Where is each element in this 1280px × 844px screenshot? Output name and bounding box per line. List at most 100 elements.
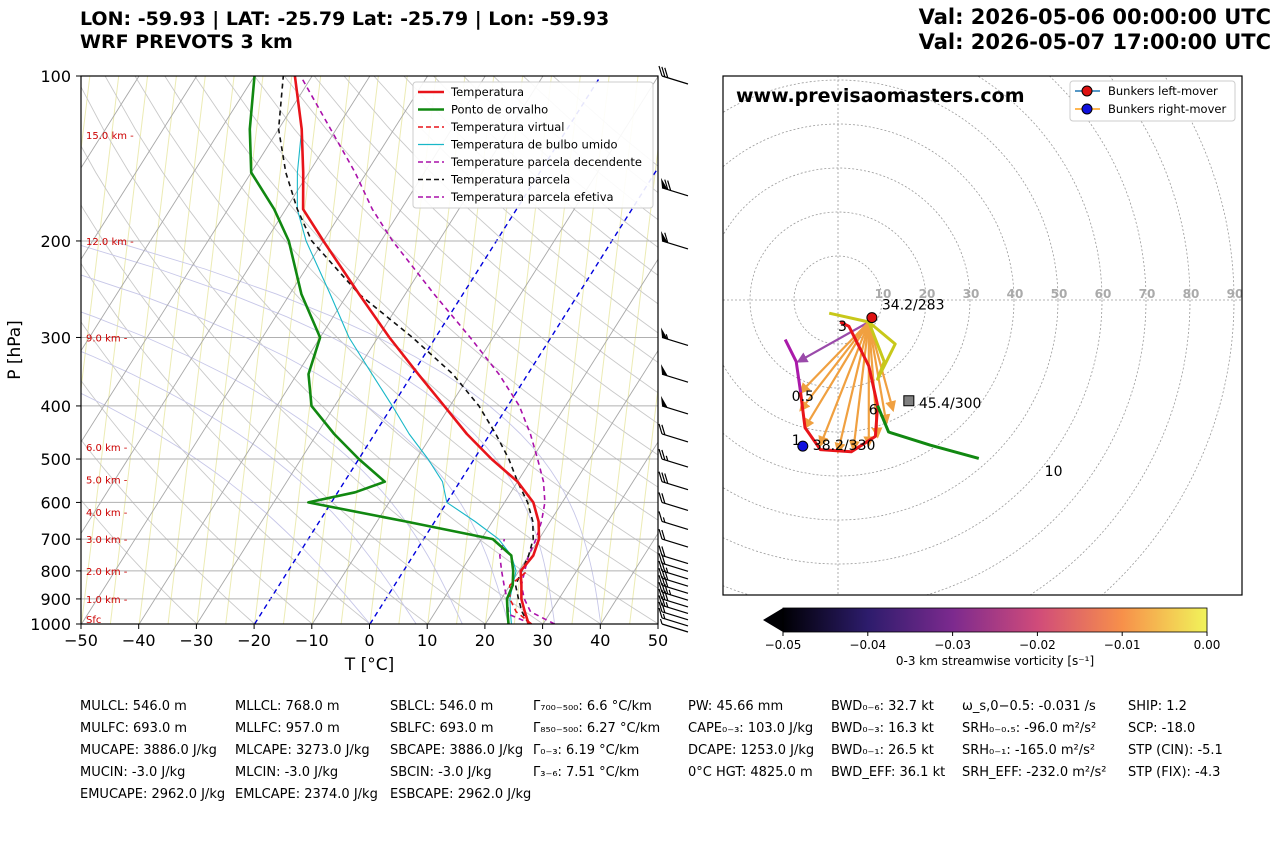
wind-barb — [658, 65, 689, 85]
wind-barb — [661, 327, 689, 347]
highlight-isotherm-line — [369, 166, 658, 624]
wind-barb — [658, 423, 689, 443]
isotherm-line — [485, 349, 658, 624]
height-label: 12.0 km - — [86, 237, 134, 248]
background-guide-line — [81, 76, 149, 624]
hodo-legend: Bunkers left-mover Bunkers right-mover — [1069, 80, 1236, 122]
wind-barb-flag — [661, 395, 668, 408]
speed-ring — [749, 211, 927, 389]
wind-barb-full — [664, 179, 669, 190]
y-tick-label: 900 — [40, 590, 71, 609]
wind-barb — [661, 177, 689, 197]
index-value: MLCAPE: 3273.0 J/kg — [235, 743, 370, 758]
index-value: STP (FIX): -4.3 — [1128, 765, 1221, 780]
index-value: MLLCL: 768.0 m — [235, 699, 340, 714]
x-tick-label: 40 — [590, 631, 610, 650]
height-label: 15.0 km - — [86, 131, 134, 142]
wind-barb-full — [661, 602, 666, 613]
index-value: Γ₇₀₀₋₅₀₀: 6.6 °C/km — [533, 699, 652, 714]
index-value: SHIP: 1.2 — [1128, 699, 1187, 714]
speed-ring-label: 70 — [1139, 287, 1156, 301]
wind-barb-full — [658, 601, 663, 612]
y-tick-label: 500 — [40, 450, 71, 469]
height-label: 5.0 km - — [86, 476, 128, 487]
index-value: EMLCAPE: 2374.0 J/kg — [235, 787, 378, 802]
wind-barb-staff — [661, 554, 689, 565]
height-label: 3.0 km - — [86, 535, 128, 546]
x-tick-label: 0 — [364, 631, 374, 650]
wind-barb-staff — [661, 373, 689, 383]
index-value: ω_s,0−0.5: -0.031 /s — [962, 699, 1096, 714]
x-tick-label: −50 — [64, 631, 98, 650]
hodo-height-label: 0.5 — [792, 389, 814, 405]
wind-barb-half — [665, 602, 669, 608]
wind-barb — [658, 492, 689, 512]
wind-barb-half — [665, 455, 669, 461]
wind-barb-full — [661, 66, 666, 78]
dry-adiabat-line — [373, 76, 658, 334]
shear-arrow — [799, 321, 870, 412]
x-tick-label: −30 — [180, 631, 214, 650]
wind-barb — [658, 528, 689, 548]
height-label: 9.0 km - — [86, 333, 128, 344]
wind-barb-full — [658, 607, 663, 619]
wind-barb-staff — [661, 538, 689, 548]
valid-line-2: Val: 2026-05-07 17:00:00 UTC — [918, 30, 1271, 54]
legend-label-temperature: Temperatura — [450, 85, 524, 99]
wind-barb — [661, 230, 689, 250]
height-label: 1.0 km - — [86, 595, 128, 606]
mean-wind-marker — [903, 395, 915, 407]
shear-arrow — [803, 321, 870, 430]
index-value: BWD₀₋₆: 32.7 kt — [831, 699, 934, 714]
index-value: MUCAPE: 3886.0 J/kg — [80, 743, 217, 758]
index-value: BWD₀₋₃: 16.3 kt — [831, 721, 934, 736]
location-header: LON: -59.93 | LAT: -25.79 Lat: -25.79 | … — [80, 8, 609, 54]
wind-barb-full — [658, 511, 663, 522]
isotherm-line — [427, 258, 658, 624]
wind-barb — [658, 607, 689, 627]
wind-barb-staff — [661, 433, 689, 443]
wind-barb-half — [665, 334, 669, 340]
hodo-legend-label: Bunkers right-mover — [1108, 102, 1226, 116]
legend-label-virtual: Temperatura virtual — [450, 120, 565, 134]
legend-label-parcel: Temperatura parcela — [450, 173, 570, 187]
hodo-plot-area: 10 20 30 40 50 60 70 80 90 34.2/283 38.2/330 45.4/3… — [723, 76, 1244, 595]
index-value: Γ₀₋₃: 6.19 °C/km — [533, 743, 640, 758]
wind-barb — [658, 595, 689, 615]
y-tick-label: 800 — [40, 562, 71, 581]
colorbar-tick-label: 0.00 — [1194, 638, 1221, 652]
isotherm-line — [81, 76, 428, 624]
wind-barb-staff — [661, 501, 689, 512]
colorbar-extend-arrow — [763, 608, 783, 632]
colorbar-label: 0-3 km streamwise vorticity [s⁻¹] — [896, 654, 1094, 668]
wind-barb-half — [662, 517, 666, 523]
index-value: PW: 45.66 mm — [688, 699, 784, 714]
wind-barb-full — [658, 471, 663, 482]
hodo-height-label: 1 — [792, 433, 801, 449]
x-tick-label: 20 — [475, 631, 495, 650]
wind-barb-staff — [661, 562, 689, 572]
profile-temperature-line — [293, 76, 541, 624]
y-tick-label: 300 — [40, 328, 71, 347]
height-label: 4.0 km - — [86, 508, 128, 519]
wind-barb-full — [664, 232, 669, 243]
speed-ring — [1029, 76, 1191, 595]
speed-ring-label: 90 — [1227, 287, 1244, 301]
background-guide-line — [225, 76, 293, 624]
dry-adiabat-line — [343, 76, 658, 363]
wind-barb — [661, 395, 689, 415]
colorbar-tick-label: −0.04 — [849, 638, 886, 652]
dry-adiabat-line — [104, 76, 658, 624]
index-value: SBCAPE: 3886.0 J/kg — [390, 743, 524, 758]
index-value: SRH_EFF: -232.0 m²/s² — [962, 765, 1107, 780]
profile-dewpoint-line — [248, 76, 515, 624]
background-guide-line — [81, 76, 120, 394]
dry-adiabat-line — [81, 321, 371, 624]
index-value: MULCL: 546.0 m — [80, 699, 187, 714]
speed-ring — [723, 76, 1147, 595]
bunkers-marker — [866, 312, 878, 324]
dry-adiabat-line — [164, 76, 658, 555]
wind-barb-full — [658, 582, 663, 593]
wind-barb-full — [661, 449, 666, 461]
legend-box — [412, 81, 654, 209]
